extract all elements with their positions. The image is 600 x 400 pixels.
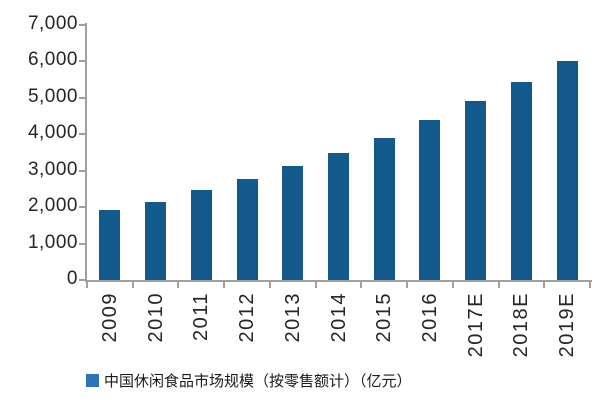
y-axis-tick bbox=[79, 133, 85, 136]
y-axis-tick bbox=[79, 96, 85, 99]
y-axis-tick bbox=[79, 279, 85, 281]
bar-2018E bbox=[510, 82, 532, 280]
bar-2009 bbox=[99, 209, 121, 280]
x-axis-tick bbox=[131, 282, 134, 288]
x-axis-tick bbox=[86, 282, 88, 288]
legend-label: 中国休闲食品市场规模（按零售额计）（亿元） bbox=[104, 373, 412, 390]
x-axis-tick bbox=[497, 282, 500, 288]
bar-2017E bbox=[465, 100, 487, 280]
y-axis-tick bbox=[79, 60, 85, 63]
bar-2012 bbox=[236, 179, 258, 280]
y-axis-label: 4,000 bbox=[27, 122, 78, 144]
x-axis-tick bbox=[268, 282, 271, 288]
bar-2015 bbox=[373, 137, 395, 280]
bar-2014 bbox=[328, 152, 349, 280]
y-axis-label: 6,000 bbox=[27, 49, 78, 71]
y-axis-label: 3,000 bbox=[27, 158, 78, 180]
x-axis-tick bbox=[543, 282, 546, 288]
y-axis-tick bbox=[79, 169, 85, 172]
y-axis-line bbox=[85, 23, 87, 282]
y-axis-label: 2,000 bbox=[27, 195, 78, 217]
x-axis-tick bbox=[223, 282, 226, 288]
bar-2016 bbox=[419, 120, 441, 280]
legend: 中国休闲食品市场规模（按零售额计）（亿元） bbox=[86, 370, 412, 391]
y-axis-label: 1,000 bbox=[27, 231, 78, 253]
bar-2011 bbox=[190, 190, 212, 280]
x-axis-tick bbox=[360, 282, 363, 288]
x-axis-tick bbox=[451, 282, 454, 288]
bar-2010 bbox=[145, 202, 167, 280]
y-axis-label: 5,000 bbox=[27, 85, 78, 107]
x-axis-tick bbox=[314, 282, 317, 288]
bar-2013 bbox=[282, 165, 304, 280]
y-axis-tick bbox=[79, 206, 85, 209]
y-axis-tick bbox=[79, 242, 85, 245]
legend-marker-icon bbox=[86, 374, 99, 387]
y-axis-tick bbox=[79, 24, 85, 26]
x-axis-line bbox=[85, 280, 592, 282]
bar-2019E bbox=[556, 61, 578, 280]
x-axis-tick bbox=[177, 282, 180, 288]
x-axis-tick bbox=[589, 282, 591, 288]
y-axis-label: 7,000 bbox=[27, 13, 78, 34]
x-axis-tick bbox=[406, 282, 409, 288]
y-axis-label: 0 bbox=[66, 268, 78, 289]
